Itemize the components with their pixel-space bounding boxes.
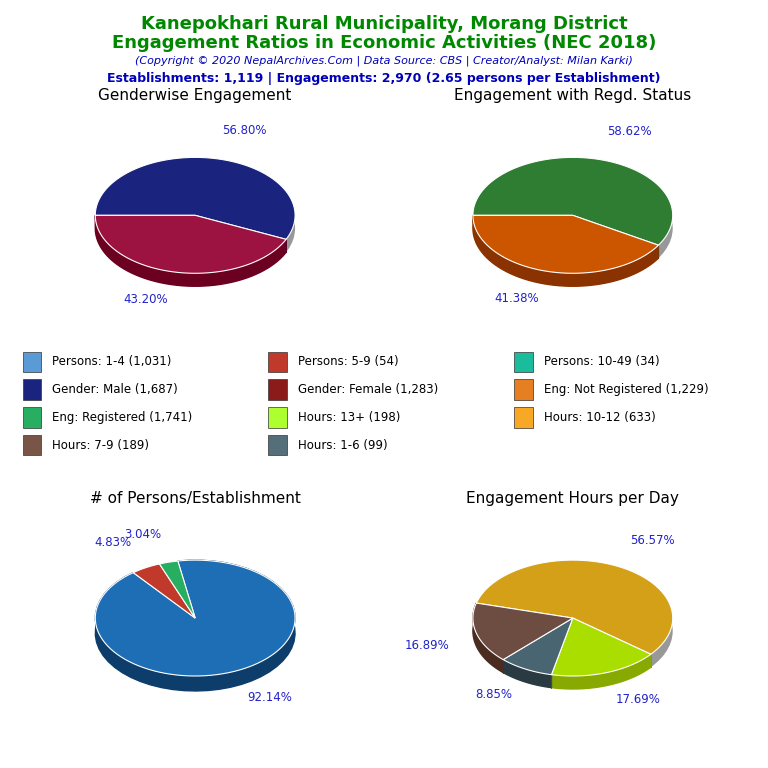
Bar (23, 379, 41, 399)
Text: 58.62%: 58.62% (607, 125, 652, 138)
Text: 16.89%: 16.89% (405, 639, 449, 652)
Text: Hours: 10-12 (633): Hours: 10-12 (633) (544, 411, 656, 424)
Polygon shape (160, 561, 195, 618)
Text: 92.14%: 92.14% (247, 691, 293, 704)
Text: Eng: Registered (1,741): Eng: Registered (1,741) (52, 411, 193, 424)
Text: 56.57%: 56.57% (631, 534, 675, 547)
Text: Hours: 13+ (198): Hours: 13+ (198) (298, 411, 400, 424)
Text: 41.38%: 41.38% (494, 293, 538, 306)
Bar (269, 352, 287, 372)
Polygon shape (503, 618, 573, 674)
Bar (23, 352, 41, 372)
Text: 3.04%: 3.04% (124, 528, 161, 541)
Polygon shape (95, 215, 286, 286)
Bar (269, 379, 287, 399)
Title: Genderwise Engagement: Genderwise Engagement (98, 88, 292, 103)
Bar (23, 407, 41, 428)
Polygon shape (95, 157, 295, 240)
Text: Gender: Female (1,283): Gender: Female (1,283) (298, 383, 439, 396)
Polygon shape (473, 603, 573, 660)
Polygon shape (133, 564, 195, 618)
Text: 17.69%: 17.69% (615, 694, 660, 707)
Bar (23, 435, 41, 455)
Text: Hours: 7-9 (189): Hours: 7-9 (189) (52, 439, 149, 452)
Bar (269, 435, 287, 455)
Text: Persons: 10-49 (34): Persons: 10-49 (34) (544, 355, 660, 368)
Text: Kanepokhari Rural Municipality, Morang District: Kanepokhari Rural Municipality, Morang D… (141, 15, 627, 33)
Bar (515, 352, 533, 372)
Ellipse shape (95, 170, 295, 286)
Title: Engagement Hours per Day: Engagement Hours per Day (466, 491, 679, 505)
Ellipse shape (95, 575, 295, 691)
Polygon shape (503, 660, 551, 687)
Bar (515, 407, 533, 428)
Text: Persons: 5-9 (54): Persons: 5-9 (54) (298, 355, 399, 368)
Text: Persons: 1-4 (1,031): Persons: 1-4 (1,031) (52, 355, 171, 368)
Text: 4.83%: 4.83% (94, 535, 132, 548)
Polygon shape (473, 215, 658, 273)
Text: Hours: 1-6 (99): Hours: 1-6 (99) (298, 439, 388, 452)
Polygon shape (95, 215, 286, 273)
Text: Gender: Male (1,687): Gender: Male (1,687) (52, 383, 178, 396)
Text: 8.85%: 8.85% (475, 688, 512, 701)
Text: Engagement Ratios in Economic Activities (NEC 2018): Engagement Ratios in Economic Activities… (112, 34, 656, 51)
Text: (Copyright © 2020 NepalArchives.Com | Data Source: CBS | Creator/Analyst: Milan : (Copyright © 2020 NepalArchives.Com | Da… (135, 55, 633, 66)
Text: Eng: Not Registered (1,229): Eng: Not Registered (1,229) (544, 383, 708, 396)
Polygon shape (473, 215, 658, 286)
Polygon shape (473, 603, 503, 673)
Polygon shape (551, 654, 650, 689)
Ellipse shape (473, 170, 673, 286)
Polygon shape (551, 618, 650, 676)
Text: Establishments: 1,119 | Engagements: 2,970 (2.65 persons per Establishment): Establishments: 1,119 | Engagements: 2,9… (108, 72, 660, 85)
Title: # of Persons/Establishment: # of Persons/Establishment (90, 491, 300, 505)
Polygon shape (473, 157, 673, 245)
Title: Engagement with Regd. Status: Engagement with Regd. Status (454, 88, 691, 103)
Polygon shape (95, 560, 295, 676)
Bar (269, 407, 287, 428)
Text: 43.20%: 43.20% (124, 293, 168, 306)
Bar (515, 379, 533, 399)
Polygon shape (95, 560, 295, 691)
Text: 56.80%: 56.80% (222, 124, 266, 137)
Ellipse shape (473, 573, 673, 689)
Polygon shape (476, 560, 673, 654)
